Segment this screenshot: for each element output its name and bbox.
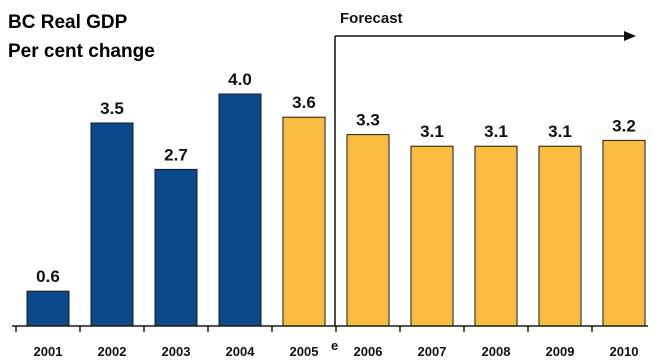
data-label-2007: 3.1: [420, 122, 444, 141]
x-tick-label-2002: 2002: [98, 344, 127, 359]
bar-2010: [602, 139, 646, 327]
data-label-2001: 0.6: [36, 267, 60, 286]
bar-2006: [346, 134, 390, 327]
data-label-2006: 3.3: [356, 111, 380, 130]
x-tick-label-2005: 2005: [290, 344, 319, 359]
x-tick-label-2006: 2006: [354, 344, 383, 359]
data-label-2005: 3.6: [292, 93, 316, 112]
bar-2005: [282, 116, 326, 327]
bar-2009: [538, 145, 582, 327]
data-label-2003: 2.7: [164, 145, 188, 164]
bar-2002: [90, 122, 134, 327]
estimate-marker: e: [331, 338, 338, 353]
data-label-2004: 4.0: [228, 70, 252, 89]
x-tick-label-2007: 2007: [418, 344, 447, 359]
bar-2004: [218, 93, 262, 327]
data-label-2009: 3.1: [548, 122, 572, 141]
bar-2008: [474, 145, 518, 327]
data-label-2010: 3.2: [612, 116, 636, 135]
chart-subtitle: Per cent change: [8, 41, 155, 62]
forecast-arrowhead: [624, 31, 636, 41]
bar-2003: [154, 168, 198, 327]
x-tick-label-2004: 2004: [226, 344, 256, 359]
x-tick-label-2003: 2003: [162, 344, 191, 359]
bar-2001: [26, 290, 70, 327]
forecast-label: Forecast: [340, 10, 403, 27]
chart-title-block: BC Real GDP Per cent change: [8, 8, 155, 66]
x-tick-label-2009: 2009: [546, 344, 575, 359]
x-tick-label-2010: 2010: [610, 344, 639, 359]
x-tick-label-2008: 2008: [482, 344, 511, 359]
data-label-2008: 3.1: [484, 122, 508, 141]
bar-2007: [410, 145, 454, 327]
chart-title: BC Real GDP: [8, 12, 128, 33]
x-tick-label-2001: 2001: [34, 344, 63, 359]
data-label-2002: 3.5: [100, 99, 124, 118]
